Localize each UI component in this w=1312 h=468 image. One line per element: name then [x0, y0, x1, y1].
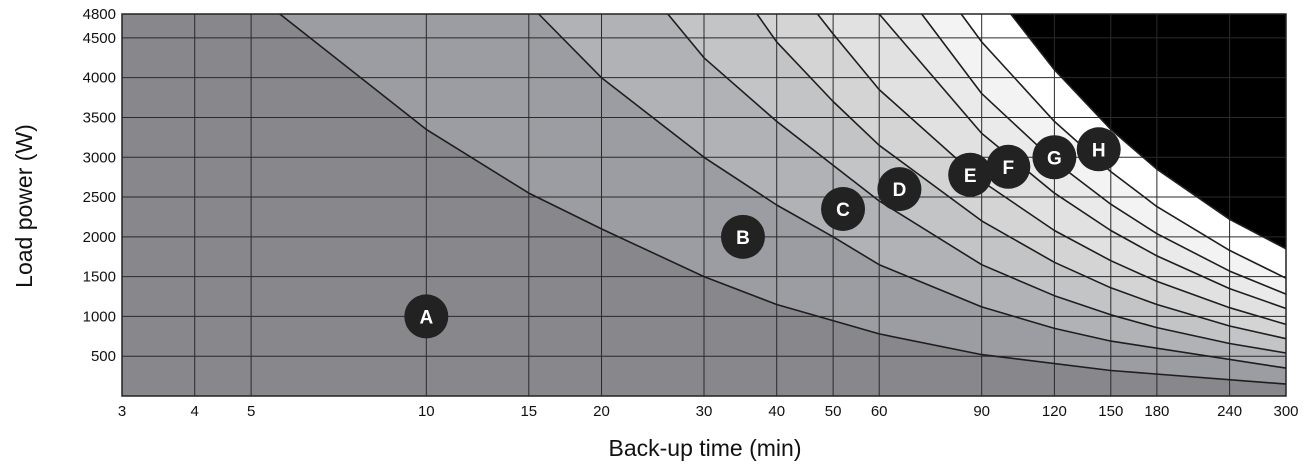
x-tick-label: 90 — [973, 403, 990, 420]
band-fill — [1010, 14, 1286, 249]
curve-line — [756, 13, 1287, 340]
marker-b: B — [720, 214, 765, 259]
band-fill — [538, 14, 1286, 369]
marker-c: C — [821, 186, 866, 231]
curve-line — [538, 13, 1287, 369]
marker-label: C — [836, 200, 850, 221]
curve-line — [1010, 13, 1287, 250]
marker-circle — [1076, 127, 1121, 172]
x-tick-labels: 3 4 5 10 15 20 30 40 50 60 90 120 150 180 240 300 — [118, 403, 1299, 420]
band-fill — [961, 14, 1286, 279]
y-tick-label: 1500 — [83, 269, 116, 286]
x-tick-label: 5 — [247, 403, 255, 420]
marker-e: E — [948, 152, 993, 197]
marker-circle — [877, 167, 922, 212]
marker-label: E — [964, 166, 977, 187]
marker-label: H — [1092, 140, 1106, 161]
curve-line — [921, 13, 1287, 295]
x-tick-label: 15 — [520, 403, 537, 420]
marker-label: G — [1047, 148, 1062, 169]
band-fill — [879, 14, 1286, 309]
band-fill — [757, 14, 1286, 339]
x-tick-label: 150 — [1098, 403, 1123, 420]
y-tick-label: 2000 — [83, 229, 116, 246]
x-tick-label: 180 — [1144, 403, 1169, 420]
x-tick-label: 10 — [418, 403, 435, 420]
y-tick-label: 4000 — [83, 70, 116, 87]
y-tick-label: 4800 — [83, 6, 116, 23]
y-tick-label: 1000 — [83, 308, 116, 325]
x-tick-label: 3 — [118, 403, 126, 420]
x-tick-label: 60 — [871, 403, 888, 420]
marker-circle — [404, 294, 449, 339]
marker-a: A — [404, 294, 449, 339]
x-tick-label: 120 — [1042, 403, 1067, 420]
band-fill — [921, 14, 1286, 295]
y-tick-label: 4500 — [83, 30, 116, 47]
y-tick-labels: 500 1000 1500 2000 2500 3000 3500 4000 4500 4800 — [83, 6, 116, 365]
marker-label: B — [736, 228, 750, 249]
band-fill — [667, 14, 1286, 353]
x-tick-label: 50 — [825, 403, 842, 420]
x-tick-label: 300 — [1273, 403, 1298, 420]
x-tick-label: 240 — [1217, 403, 1242, 420]
marker-circle — [1032, 135, 1077, 180]
x-axis-title: Back-up time (min) — [609, 435, 802, 461]
x-tick-label: 4 — [191, 403, 199, 420]
marker-circle — [986, 144, 1031, 189]
plot-frame — [121, 13, 1287, 397]
curves — [279, 13, 1287, 385]
y-tick-label: 500 — [91, 348, 116, 365]
marker-g: G — [1032, 135, 1077, 180]
curve-line — [816, 13, 1287, 326]
marker-circle — [720, 214, 765, 259]
marker-label: D — [893, 180, 907, 201]
y-tick-label: 2500 — [83, 189, 116, 206]
y-tick-label: 3500 — [83, 109, 116, 126]
band-fill — [817, 14, 1286, 325]
marker-f: F — [986, 144, 1031, 189]
curve-line — [667, 13, 1287, 354]
marker-h: H — [1076, 127, 1121, 172]
curve-markers: A B C D E F G H — [404, 127, 1121, 339]
marker-circle — [948, 152, 993, 197]
band-fill — [279, 14, 1286, 385]
x-tick-label: 20 — [593, 403, 610, 420]
y-tick-label: 3000 — [83, 149, 116, 166]
curve-line — [279, 13, 1287, 385]
marker-d: D — [877, 167, 922, 212]
curve-line — [960, 13, 1287, 279]
x-tick-label: 40 — [768, 403, 785, 420]
marker-label: A — [419, 307, 433, 328]
curve-line — [878, 13, 1287, 310]
marker-label: F — [1003, 158, 1015, 179]
x-tick-label: 30 — [696, 403, 713, 420]
y-axis-title: Load power (W) — [11, 124, 37, 288]
marker-circle — [821, 186, 866, 231]
